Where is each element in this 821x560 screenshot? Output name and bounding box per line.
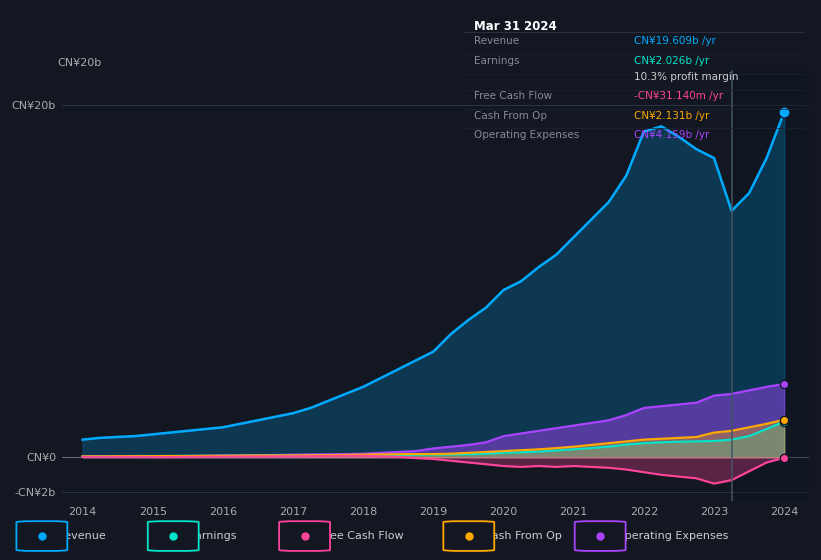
Text: CN¥4.159b /yr: CN¥4.159b /yr <box>635 130 709 140</box>
Text: Operating Expenses: Operating Expenses <box>474 130 580 140</box>
Text: Earnings: Earnings <box>189 531 237 541</box>
FancyBboxPatch shape <box>148 521 199 551</box>
Text: Earnings: Earnings <box>474 56 520 66</box>
Bar <box>732 70 809 501</box>
FancyBboxPatch shape <box>279 521 330 551</box>
Text: 10.3% profit margin: 10.3% profit margin <box>635 72 739 82</box>
Text: Operating Expenses: Operating Expenses <box>616 531 728 541</box>
Text: Free Cash Flow: Free Cash Flow <box>320 531 404 541</box>
Text: Revenue: Revenue <box>57 531 106 541</box>
Text: -CN¥31.140m /yr: -CN¥31.140m /yr <box>635 91 723 101</box>
Text: CN¥20b: CN¥20b <box>57 58 102 68</box>
FancyBboxPatch shape <box>443 521 494 551</box>
Text: Cash From Op: Cash From Op <box>474 111 547 120</box>
Text: CN¥19.609b /yr: CN¥19.609b /yr <box>635 36 716 46</box>
FancyBboxPatch shape <box>575 521 626 551</box>
Text: CN¥2.026b /yr: CN¥2.026b /yr <box>635 56 709 66</box>
Text: Free Cash Flow: Free Cash Flow <box>474 91 553 101</box>
Text: Cash From Op: Cash From Op <box>484 531 562 541</box>
Text: CN¥2.131b /yr: CN¥2.131b /yr <box>635 111 709 120</box>
Text: Revenue: Revenue <box>474 36 519 46</box>
FancyBboxPatch shape <box>16 521 67 551</box>
Text: Mar 31 2024: Mar 31 2024 <box>474 20 557 33</box>
